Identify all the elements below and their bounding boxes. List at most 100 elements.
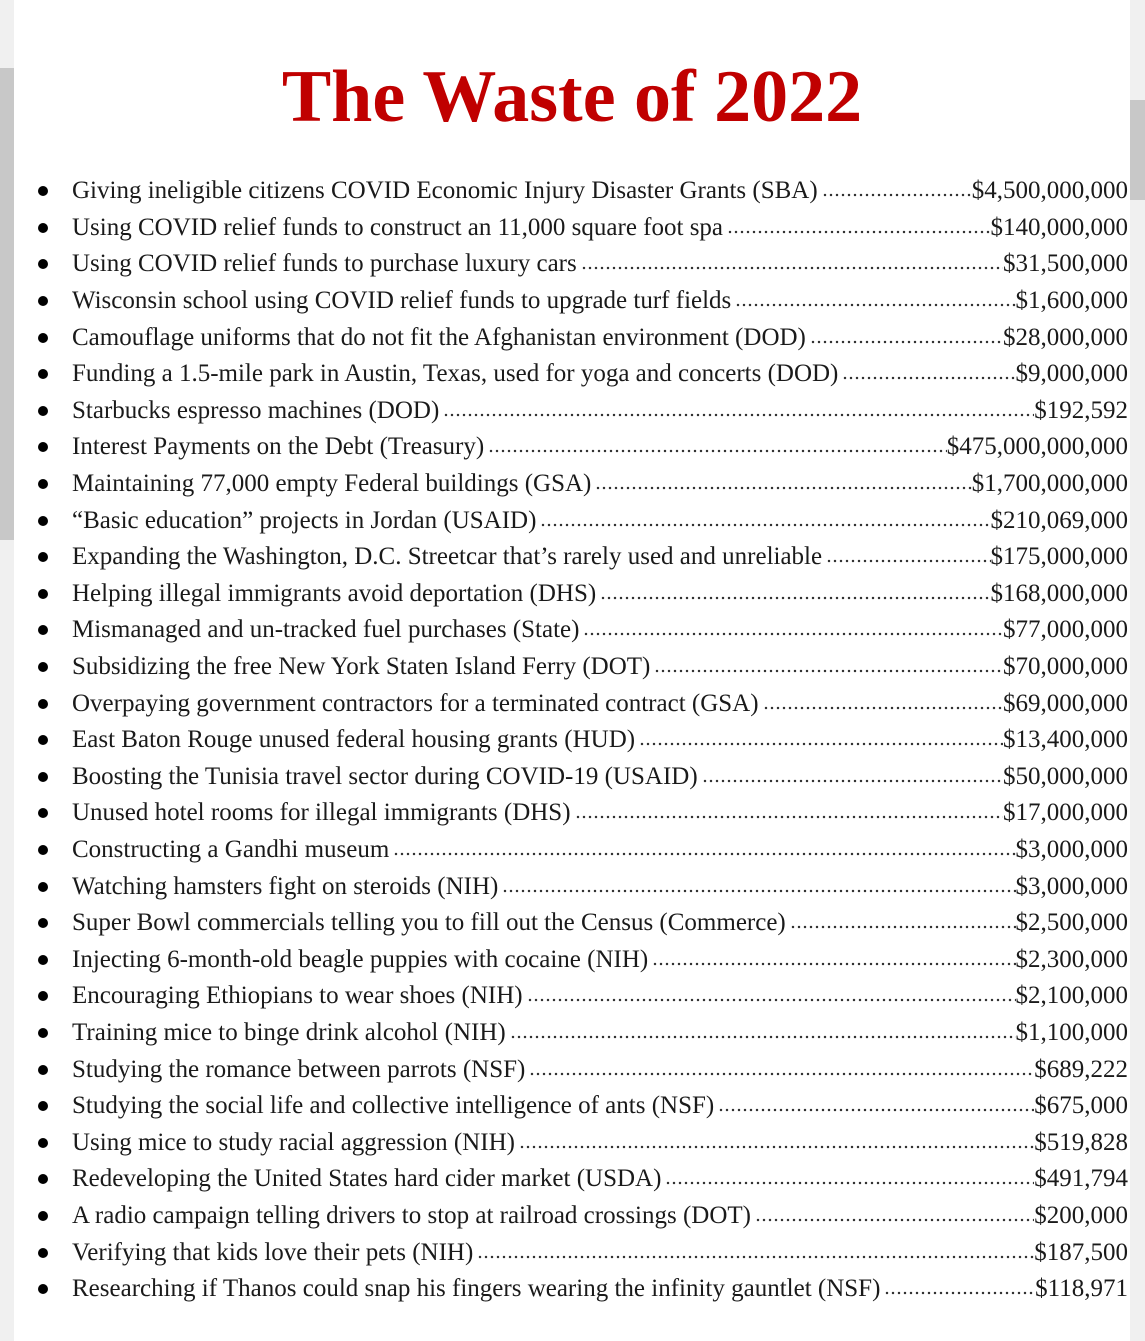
- bullet-icon: [38, 186, 48, 197]
- item-amount: $2,100,000: [1015, 982, 1129, 1010]
- left-panel-edge: [0, 68, 14, 540]
- item-label: Maintaining 77,000 empty Federal buildin…: [72, 470, 592, 498]
- list-item: Training mice to binge drink alcohol (NI…: [34, 1015, 1128, 1052]
- item-label: Funding a 1.5-mile park in Austin, Texas…: [72, 360, 839, 388]
- dot-leader: [665, 1181, 1035, 1186]
- bullet-icon: [38, 1027, 48, 1038]
- item-label: Studying the social life and collective …: [72, 1092, 715, 1120]
- list-item: Wisconsin school using COVID relief fund…: [34, 283, 1128, 320]
- list-item: Interest Payments on the Debt (Treasury)…: [34, 429, 1128, 466]
- item-amount: $31,500,000: [1003, 250, 1128, 278]
- bullet-icon: [38, 1210, 48, 1221]
- item-label: Interest Payments on the Debt (Treasury): [72, 433, 485, 461]
- scrollbar-thumb[interactable]: [1130, 100, 1145, 200]
- document-page: The Waste of 2022 Giving ineligible citi…: [14, 0, 1130, 1341]
- bullet-icon: [38, 918, 48, 929]
- dot-leader: [529, 1071, 1035, 1076]
- list-item: Injecting 6-month-old beagle puppies wit…: [34, 941, 1128, 978]
- dot-leader: [826, 559, 991, 564]
- list-item: East Baton Rouge unused federal housing …: [34, 722, 1128, 759]
- item-label: Expanding the Washington, D.C. Streetcar…: [72, 543, 823, 571]
- item-label: Mismanaged and un-tracked fuel purchases…: [72, 616, 580, 644]
- dot-leader: [583, 632, 1003, 637]
- item-amount: $3,000,000: [1015, 835, 1129, 863]
- list-item: Unused hotel rooms for illegal immigrant…: [34, 795, 1128, 832]
- item-amount: $69,000,000: [1003, 689, 1128, 717]
- item-label: Unused hotel rooms for illegal immigrant…: [72, 799, 571, 827]
- item-amount: $2,300,000: [1015, 945, 1129, 973]
- item-label: Watching hamsters fight on steroids (NIH…: [72, 872, 499, 900]
- item-amount: $491,794: [1034, 1165, 1128, 1193]
- list-item: Using mice to study racial aggression (N…: [34, 1124, 1128, 1161]
- item-amount: $1,600,000: [1015, 287, 1129, 315]
- dot-leader: [639, 742, 1003, 747]
- item-label: Redeveloping the United States hard cide…: [72, 1165, 662, 1193]
- page-title: The Waste of 2022: [281, 56, 863, 138]
- dot-leader: [735, 303, 1016, 308]
- dot-leader: [502, 888, 1016, 893]
- bullet-icon: [38, 552, 48, 563]
- item-amount: $519,828: [1034, 1128, 1128, 1156]
- bullet-icon: [38, 954, 48, 965]
- item-amount: $9,000,000: [1015, 360, 1129, 388]
- list-item: Encouraging Ethiopians to wear shoes (NI…: [34, 978, 1128, 1015]
- item-amount: $70,000,000: [1003, 653, 1128, 681]
- item-label: Using COVID relief funds to construct an…: [72, 213, 724, 241]
- bullet-icon: [38, 1137, 48, 1148]
- item-label: Helping illegal immigrants avoid deporta…: [72, 579, 597, 607]
- list-item: Expanding the Washington, D.C. Streetcar…: [34, 539, 1128, 576]
- list-item: A radio campaign telling drivers to stop…: [34, 1198, 1128, 1235]
- item-label: Starbucks espresso machines (DOD): [72, 396, 440, 424]
- item-amount: $2,500,000: [1015, 909, 1129, 937]
- item-label: “Basic education” projects in Jordan (US…: [72, 506, 537, 534]
- bullet-icon: [38, 369, 48, 380]
- item-label: Boosting the Tunisia travel sector durin…: [72, 762, 698, 790]
- list-item: Studying the romance between parrots (NS…: [34, 1051, 1128, 1088]
- bullet-icon: [38, 881, 48, 892]
- dot-leader: [701, 778, 1003, 783]
- item-amount: $675,000: [1034, 1092, 1128, 1120]
- list-item: Mismanaged and un-tracked fuel purchases…: [34, 612, 1128, 649]
- list-item: Overpaying government contractors for a …: [34, 685, 1128, 722]
- item-amount: $1,100,000: [1015, 1018, 1129, 1046]
- item-amount: $192,592: [1034, 396, 1128, 424]
- list-item: Maintaining 77,000 empty Federal buildin…: [34, 466, 1128, 503]
- list-item: Starbucks espresso machines (DOD) $192,59…: [34, 393, 1128, 430]
- list-item: Camouflage uniforms that do not fit the …: [34, 319, 1128, 356]
- list-item: Watching hamsters fight on steroids (NIH…: [34, 868, 1128, 905]
- item-amount: $210,069,000: [990, 506, 1129, 534]
- item-label: Wisconsin school using COVID relief fund…: [72, 287, 732, 315]
- item-label: A radio campaign telling drivers to stop…: [72, 1201, 752, 1229]
- bullet-icon: [38, 662, 48, 673]
- list-item: Researching if Thanos could snap his fin…: [34, 1271, 1128, 1308]
- item-label: East Baton Rouge unused federal housing …: [72, 726, 636, 754]
- item-amount: $77,000,000: [1003, 616, 1128, 644]
- dot-leader: [393, 851, 1016, 856]
- bullet-icon: [38, 442, 48, 453]
- item-amount: $140,000,000: [990, 213, 1129, 241]
- list-item: Funding a 1.5-mile park in Austin, Texas…: [34, 356, 1128, 393]
- item-amount: $4,500,000,000: [971, 177, 1128, 205]
- bullet-icon: [38, 405, 48, 416]
- item-label: Researching if Thanos could snap his fin…: [72, 1275, 881, 1303]
- bullet-icon: [38, 259, 48, 270]
- item-label: Injecting 6-month-old beagle puppies wit…: [72, 945, 649, 973]
- dot-leader: [443, 412, 1035, 417]
- dot-leader: [518, 1144, 1035, 1149]
- bullet-icon: [38, 588, 48, 599]
- dot-leader: [884, 1291, 1036, 1296]
- list-item: Helping illegal immigrants avoid deporta…: [34, 576, 1128, 613]
- bullet-icon: [38, 735, 48, 746]
- bullet-icon: [38, 1101, 48, 1112]
- item-label: Giving ineligible citizens COVID Economi…: [72, 177, 818, 205]
- list-item: Using COVID relief funds to construct an…: [34, 210, 1128, 247]
- list-item: Redeveloping the United States hard cide…: [34, 1161, 1128, 1198]
- item-amount: $200,000: [1034, 1201, 1128, 1229]
- bullet-icon: [38, 1284, 48, 1295]
- dot-leader: [540, 522, 991, 527]
- bullet-icon: [38, 991, 48, 1002]
- dot-leader: [652, 961, 1016, 966]
- item-amount: $175,000,000: [990, 543, 1129, 571]
- item-label: Overpaying government contractors for a …: [72, 689, 759, 717]
- dot-leader: [789, 925, 1016, 930]
